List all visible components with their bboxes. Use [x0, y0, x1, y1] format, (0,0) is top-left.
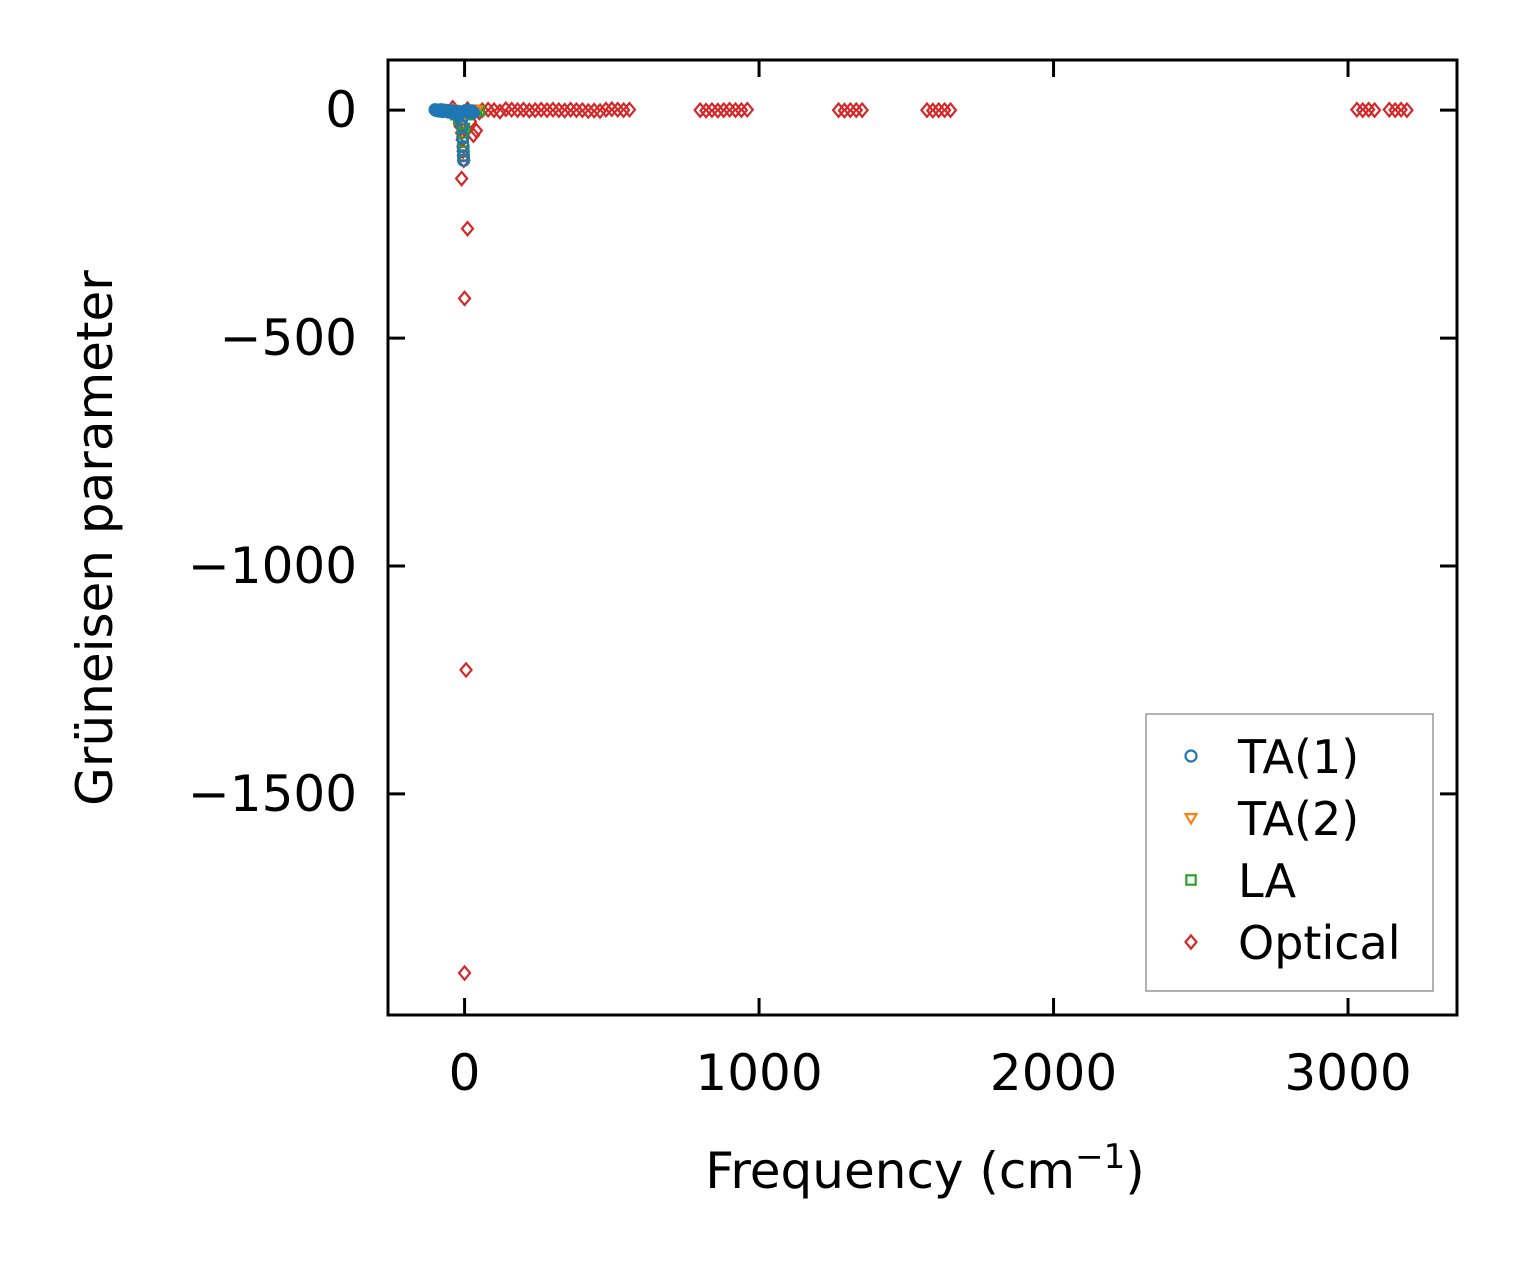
x-tick-label: 0	[449, 1044, 481, 1102]
data-point-ta-1	[457, 153, 471, 167]
data-point-optical	[1367, 101, 1382, 119]
legend-marker-la	[1185, 874, 1197, 886]
data-point-optical	[522, 102, 537, 119]
plot-frame	[386, 58, 1459, 1017]
legend-label-la: LA	[1238, 854, 1297, 908]
legend-items: TA(1) TA(2) LA Optical	[1183, 730, 1400, 970]
data-point-optical	[581, 102, 596, 120]
y-tick-label: −1000	[188, 537, 357, 595]
axis-ticks: 0 1000 2000 3000 0 −500 −1000 −1500	[188, 60, 1457, 1102]
data-point-optical	[469, 122, 484, 139]
data-point-optical	[457, 964, 472, 982]
x-axis-label: Frequency (cm−1)	[705, 1137, 1145, 1200]
x-axis-label-close: )	[1125, 1142, 1145, 1200]
y-tick-label: −1500	[188, 765, 357, 823]
data-point-optical	[569, 101, 584, 119]
data-point-optical	[540, 101, 554, 119]
data-point-optical	[710, 102, 725, 119]
data-point-optical	[1400, 101, 1414, 119]
data-points	[428, 99, 1414, 982]
legend: TA(1) TA(2) LA Optical	[1145, 713, 1434, 992]
x-tick-label: 2000	[990, 1044, 1117, 1102]
legend-marker-optical	[1184, 933, 1198, 951]
legend-marker-ta-2	[1183, 813, 1199, 826]
data-point-optical	[492, 103, 507, 120]
x-tick-label: 1000	[695, 1044, 822, 1102]
data-point-optical	[855, 101, 870, 119]
data-point-ta-1	[456, 140, 470, 154]
data-point-optical	[1388, 101, 1403, 119]
data-point-optical	[460, 220, 475, 237]
x-tick-label: 3000	[1284, 1044, 1411, 1102]
data-point-optical	[843, 101, 858, 119]
data-point-optical	[943, 101, 958, 119]
y-tick-label: −500	[220, 309, 357, 367]
data-point-optical	[931, 101, 946, 119]
data-point-optical	[616, 101, 631, 119]
data-point-optical	[510, 101, 525, 119]
data-point-optical	[740, 101, 755, 119]
data-point-optical	[837, 102, 852, 119]
data-point-optical	[454, 170, 469, 187]
data-point-optical	[459, 661, 473, 679]
data-point-optical	[728, 101, 743, 119]
legend-marker-ta-1	[1184, 749, 1198, 763]
data-point-ta-1	[456, 130, 470, 145]
data-point-optical	[622, 101, 637, 119]
data-point-optical	[598, 101, 613, 119]
y-axis-label: Grüneisen parameter	[66, 270, 124, 806]
data-point-optical	[593, 102, 607, 120]
data-point-ta-1	[465, 104, 479, 118]
data-point-optical	[849, 101, 864, 119]
legend-label-ta-2: TA(2)	[1237, 792, 1359, 846]
data-point-optical	[716, 101, 731, 119]
data-point-optical	[457, 290, 472, 307]
data-point-optical	[925, 102, 940, 119]
y-tick-label: 0	[325, 81, 357, 139]
data-point-optical	[1355, 101, 1370, 119]
data-point-optical	[937, 101, 952, 119]
legend-label-ta-1: TA(1)	[1237, 730, 1359, 784]
legend-label-optical: Optical	[1238, 916, 1400, 970]
data-point-optical	[528, 101, 543, 119]
data-point-ta-1	[456, 149, 470, 163]
data-point-optical	[557, 102, 572, 119]
data-point-optical	[699, 102, 713, 119]
data-point-ta-1	[466, 105, 481, 120]
x-axis-label-superscript: −1	[1075, 1137, 1125, 1177]
data-point-optical	[734, 101, 749, 119]
